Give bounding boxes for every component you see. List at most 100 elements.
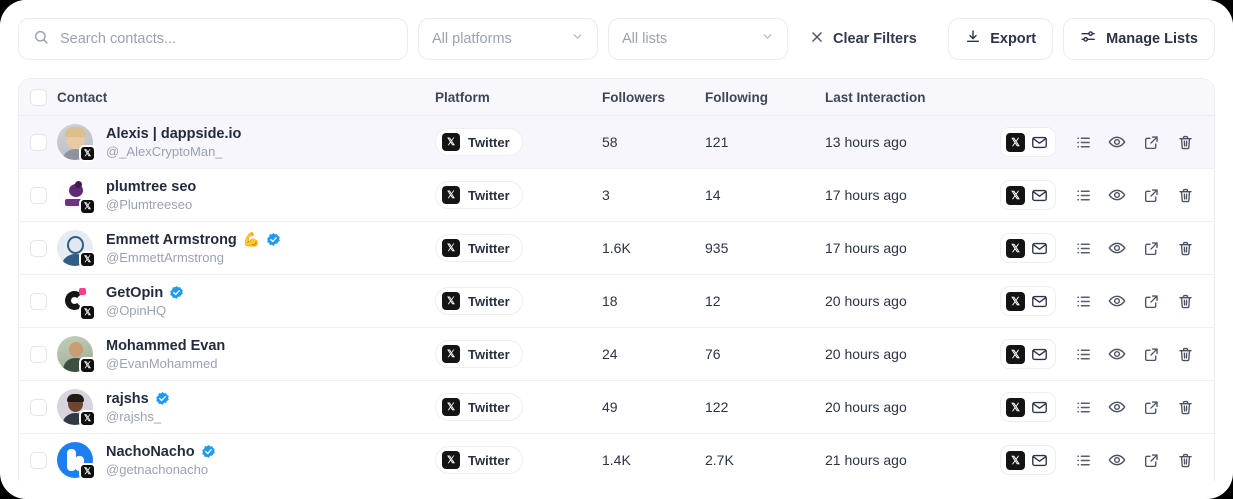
delete-contact-button[interactable] bbox=[1170, 286, 1200, 316]
table-row[interactable]: 𝕏 GetOpin @OpinHQ 𝕏 Twitter 18 12 20 hours ago 𝕏 bbox=[19, 275, 1214, 328]
open-profile-button[interactable] bbox=[1136, 233, 1166, 263]
view-contact-button[interactable] bbox=[1102, 392, 1132, 422]
send-email-button[interactable] bbox=[1028, 184, 1050, 206]
send-x-dm-button[interactable]: 𝕏 bbox=[1006, 238, 1025, 258]
name-emoji: 💪 bbox=[242, 231, 261, 247]
delete-contact-button[interactable] bbox=[1170, 339, 1200, 369]
contact-cell: 𝕏 Emmett Armstrong 💪 @EmmettArmstrong bbox=[57, 230, 435, 268]
following-value: 122 bbox=[705, 399, 729, 415]
followers-value: 58 bbox=[602, 134, 618, 150]
add-to-list-button[interactable] bbox=[1068, 392, 1098, 422]
column-header-last-interaction[interactable]: Last Interaction bbox=[825, 89, 926, 105]
delete-contact-button[interactable] bbox=[1170, 392, 1200, 422]
following-value: 935 bbox=[705, 240, 729, 256]
table-row[interactable]: 𝕏 Mohammed Evan @EvanMohammed 𝕏 Twitter 24 76 2… bbox=[19, 328, 1214, 381]
column-header-contact[interactable]: Contact bbox=[57, 89, 108, 105]
list-filter-select[interactable]: All lists bbox=[608, 18, 788, 60]
open-profile-button[interactable] bbox=[1136, 445, 1166, 475]
row-actions: 𝕏 bbox=[1000, 233, 1214, 263]
avatar: 𝕏 bbox=[57, 124, 96, 162]
table-header-row: Contact Platform Followers Following Las… bbox=[19, 79, 1214, 116]
send-email-button[interactable] bbox=[1028, 290, 1050, 312]
delete-contact-button[interactable] bbox=[1170, 233, 1200, 263]
platform-badge-x-icon: 𝕏 bbox=[79, 198, 96, 215]
last-interaction-value: 20 hours ago bbox=[825, 293, 907, 309]
following-value: 121 bbox=[705, 134, 729, 150]
row-checkbox[interactable] bbox=[29, 345, 47, 363]
row-checkbox[interactable] bbox=[29, 292, 47, 310]
platform-label: Twitter bbox=[468, 240, 510, 256]
add-to-list-button[interactable] bbox=[1068, 339, 1098, 369]
view-contact-button[interactable] bbox=[1102, 286, 1132, 316]
send-x-dm-button[interactable]: 𝕏 bbox=[1006, 397, 1025, 417]
add-to-list-button[interactable] bbox=[1068, 445, 1098, 475]
open-profile-button[interactable] bbox=[1136, 180, 1166, 210]
open-profile-button[interactable] bbox=[1136, 286, 1166, 316]
verified-badge-icon bbox=[266, 232, 281, 247]
following-value: 76 bbox=[705, 346, 721, 362]
delete-contact-button[interactable] bbox=[1170, 127, 1200, 157]
send-x-dm-button[interactable]: 𝕏 bbox=[1006, 132, 1025, 152]
platform-label: Twitter bbox=[468, 346, 510, 362]
platform-filter-select[interactable]: All platforms bbox=[418, 18, 598, 60]
column-header-following[interactable]: Following bbox=[705, 89, 768, 105]
send-email-button[interactable] bbox=[1028, 237, 1050, 259]
contact-name: GetOpin bbox=[106, 284, 164, 301]
send-email-button[interactable] bbox=[1028, 343, 1050, 365]
select-all-checkbox[interactable] bbox=[29, 88, 47, 106]
followers-value: 18 bbox=[602, 293, 618, 309]
row-checkbox[interactable] bbox=[29, 398, 47, 416]
open-profile-button[interactable] bbox=[1136, 339, 1166, 369]
add-to-list-button[interactable] bbox=[1068, 286, 1098, 316]
send-x-dm-button[interactable]: 𝕏 bbox=[1006, 344, 1025, 364]
x-logo-icon: 𝕏 bbox=[442, 345, 460, 363]
view-contact-button[interactable] bbox=[1102, 180, 1132, 210]
send-x-dm-button[interactable]: 𝕏 bbox=[1006, 450, 1025, 470]
search-input[interactable] bbox=[60, 31, 393, 47]
view-contact-button[interactable] bbox=[1102, 339, 1132, 369]
delete-contact-button[interactable] bbox=[1170, 180, 1200, 210]
open-profile-button[interactable] bbox=[1136, 127, 1166, 157]
row-checkbox[interactable] bbox=[29, 133, 47, 151]
row-checkbox[interactable] bbox=[29, 451, 47, 469]
contact-cell: 𝕏 Mohammed Evan @EvanMohammed bbox=[57, 336, 435, 374]
column-header-followers[interactable]: Followers bbox=[602, 89, 666, 105]
chevron-down-icon bbox=[571, 30, 584, 48]
add-to-list-button[interactable] bbox=[1068, 233, 1098, 263]
send-email-button[interactable] bbox=[1028, 449, 1050, 471]
message-button-group: 𝕏 bbox=[1000, 233, 1056, 263]
manage-lists-label: Manage Lists bbox=[1106, 31, 1198, 47]
x-logo-icon: 𝕏 bbox=[442, 398, 460, 416]
view-contact-button[interactable] bbox=[1102, 445, 1132, 475]
send-email-button[interactable] bbox=[1028, 396, 1050, 418]
table-row[interactable]: 𝕏 Emmett Armstrong 💪 @EmmettArmstrong 𝕏 Twitt… bbox=[19, 222, 1214, 275]
following-value: 2.7K bbox=[705, 452, 734, 468]
add-to-list-button[interactable] bbox=[1068, 127, 1098, 157]
clear-filters-button[interactable]: Clear Filters bbox=[798, 18, 925, 60]
search-box[interactable] bbox=[18, 18, 408, 60]
verified-badge-icon bbox=[155, 391, 170, 406]
delete-contact-button[interactable] bbox=[1170, 445, 1200, 475]
platform-filter-value: All platforms bbox=[432, 31, 512, 47]
last-interaction-value: 13 hours ago bbox=[825, 134, 907, 150]
row-checkbox[interactable] bbox=[29, 239, 47, 257]
view-contact-button[interactable] bbox=[1102, 233, 1132, 263]
row-checkbox[interactable] bbox=[29, 186, 47, 204]
export-button[interactable]: Export bbox=[948, 18, 1054, 60]
view-contact-button[interactable] bbox=[1102, 127, 1132, 157]
send-email-button[interactable] bbox=[1028, 131, 1050, 153]
open-profile-button[interactable] bbox=[1136, 392, 1166, 422]
manage-lists-button[interactable]: Manage Lists bbox=[1063, 18, 1215, 60]
filters-toolbar: All platforms All lists Clear Filters bbox=[0, 0, 1233, 78]
send-x-dm-button[interactable]: 𝕏 bbox=[1006, 291, 1025, 311]
last-interaction-value: 20 hours ago bbox=[825, 346, 907, 362]
send-x-dm-button[interactable]: 𝕏 bbox=[1006, 185, 1025, 205]
table-row[interactable]: 𝕏 NachoNacho @getnachonacho 𝕏 Twitter 1.4K 2.7… bbox=[19, 434, 1214, 481]
table-row[interactable]: 𝕏 Alexis | dappside.io @_AlexCryptoMan_ 𝕏 Tw… bbox=[19, 116, 1214, 169]
platform-label: Twitter bbox=[468, 187, 510, 203]
add-to-list-button[interactable] bbox=[1068, 180, 1098, 210]
column-header-platform[interactable]: Platform bbox=[435, 89, 490, 105]
